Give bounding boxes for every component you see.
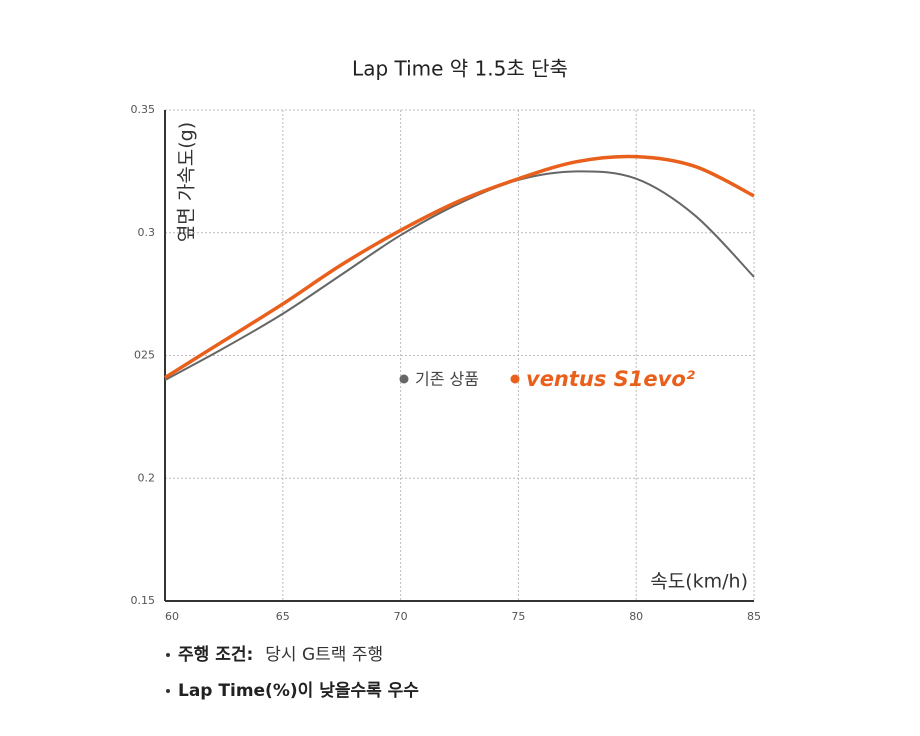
notes: 주행 조건: 당시 G트랙 주행 Lap Time(%)이 낮을수록 우수 (166, 645, 419, 701)
series-line (164, 154, 755, 380)
x-tick-label: 60 (165, 610, 179, 623)
bullet (166, 689, 170, 693)
y-tick-label: 0.15 (131, 594, 156, 607)
legend-label: 기존 상품 (415, 370, 479, 389)
y-tick-label: 0.35 (131, 103, 156, 116)
x-tick-label: 70 (394, 610, 408, 623)
note-text: 당시 G트랙 주행 (265, 645, 383, 665)
y-axis-label: 옆면 가속도(g) (176, 122, 198, 242)
bullet (166, 653, 170, 657)
x-tick-label: 80 (629, 610, 643, 623)
x-tick-label: 85 (747, 610, 761, 623)
legend-marker (510, 374, 520, 384)
note-text: Lap Time(%)이 낮을수록 우수 (178, 681, 419, 701)
y-tick-label: 025 (134, 349, 155, 362)
x-tick-label: 75 (511, 610, 525, 623)
y-tick-label: 0.3 (138, 226, 156, 239)
chart-title: Lap Time 약 1.5초 단축 (352, 57, 568, 81)
y-tick-label: 0.2 (138, 471, 156, 484)
x-axis-label: 속도(km/h) (650, 571, 748, 593)
note-label: 주행 조건: (178, 645, 253, 665)
x-tick-label: 65 (276, 610, 290, 623)
legend-label: ventus S1evo² (526, 367, 696, 391)
legend-marker (399, 374, 409, 384)
series-line (164, 170, 755, 381)
